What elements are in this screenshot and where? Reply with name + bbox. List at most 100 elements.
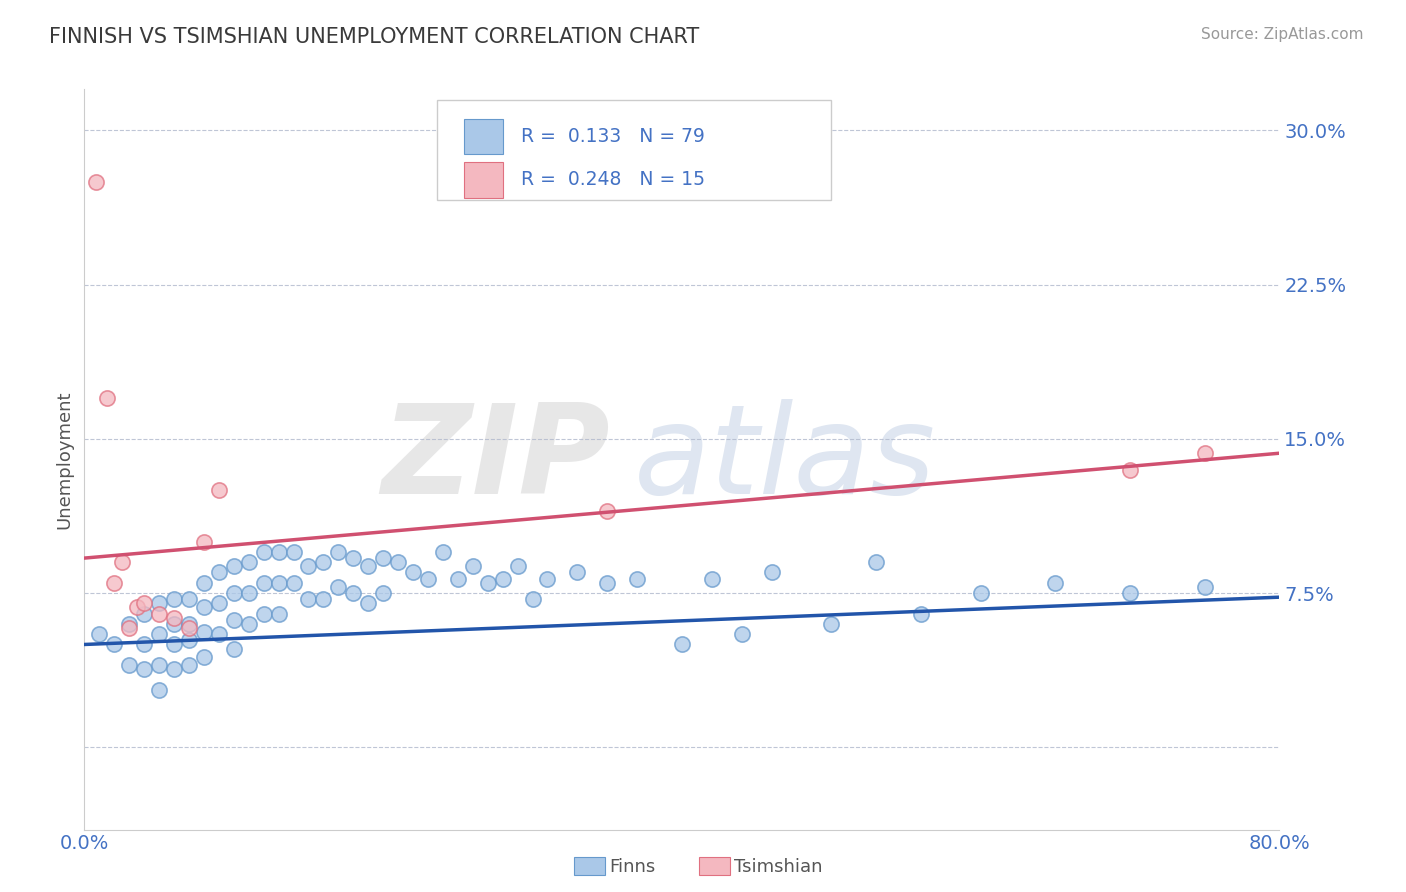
Point — [208, 566, 231, 580]
Point — [177, 621, 200, 635]
Point — [177, 592, 200, 607]
Point — [103, 575, 125, 590]
Text: R =  0.248   N = 15: R = 0.248 N = 15 — [520, 170, 704, 189]
Text: Finns: Finns — [609, 858, 655, 876]
Point — [970, 586, 993, 600]
Point — [1194, 446, 1216, 460]
Point — [402, 566, 425, 580]
Point — [1045, 575, 1067, 590]
Point — [148, 596, 170, 610]
Point — [297, 592, 319, 607]
Point — [373, 586, 395, 600]
Point — [96, 391, 118, 405]
Point — [700, 572, 723, 586]
Point — [1119, 463, 1142, 477]
Point — [253, 575, 276, 590]
Point — [208, 483, 231, 498]
Point — [596, 504, 619, 518]
Point — [522, 592, 544, 607]
Point — [163, 637, 186, 651]
Text: atlas: atlas — [634, 399, 936, 520]
Point — [342, 586, 364, 600]
Text: R =  0.133   N = 79: R = 0.133 N = 79 — [520, 127, 704, 146]
Point — [222, 586, 245, 600]
Point — [148, 658, 170, 673]
Point — [1194, 580, 1216, 594]
Point — [387, 555, 409, 569]
Point — [283, 575, 305, 590]
Text: Source: ZipAtlas.com: Source: ZipAtlas.com — [1201, 27, 1364, 42]
Point — [193, 600, 215, 615]
Point — [132, 607, 156, 621]
Point — [267, 607, 290, 621]
Point — [267, 545, 290, 559]
Point — [567, 566, 589, 580]
Point — [125, 600, 148, 615]
Point — [177, 658, 200, 673]
Point — [312, 592, 335, 607]
Y-axis label: Unemployment: Unemployment — [55, 390, 73, 529]
Point — [132, 637, 156, 651]
Point — [761, 566, 783, 580]
Point — [297, 559, 319, 574]
Point — [86, 175, 108, 189]
Point — [163, 616, 186, 631]
Point — [357, 596, 380, 610]
Point — [103, 637, 125, 651]
Point — [177, 616, 200, 631]
Point — [626, 572, 648, 586]
Point — [373, 551, 395, 566]
Point — [163, 662, 186, 676]
Text: ZIP: ZIP — [381, 399, 610, 520]
Point — [222, 559, 245, 574]
FancyBboxPatch shape — [437, 100, 831, 201]
Point — [596, 575, 619, 590]
Point — [118, 616, 141, 631]
Point — [193, 649, 215, 664]
Point — [283, 545, 305, 559]
Point — [148, 607, 170, 621]
Point — [222, 613, 245, 627]
Point — [163, 592, 186, 607]
Point — [492, 572, 515, 586]
Point — [208, 627, 231, 641]
Point — [163, 611, 186, 625]
Point — [731, 627, 754, 641]
Point — [910, 607, 932, 621]
Point — [193, 575, 215, 590]
Point — [865, 555, 887, 569]
Point — [193, 625, 215, 640]
Point — [253, 545, 276, 559]
Point — [536, 572, 558, 586]
FancyBboxPatch shape — [464, 119, 503, 154]
Point — [671, 637, 693, 651]
Point — [177, 633, 200, 648]
Point — [357, 559, 380, 574]
FancyBboxPatch shape — [464, 162, 503, 198]
Point — [118, 658, 141, 673]
Point — [820, 616, 842, 631]
Point — [193, 534, 215, 549]
Point — [208, 596, 231, 610]
Point — [148, 627, 170, 641]
Point — [461, 559, 484, 574]
Point — [89, 627, 111, 641]
Point — [111, 555, 134, 569]
Point — [118, 621, 141, 635]
Point — [253, 607, 276, 621]
Point — [447, 572, 470, 586]
Point — [238, 555, 260, 569]
Point — [267, 575, 290, 590]
Point — [477, 575, 499, 590]
Point — [1119, 586, 1142, 600]
Point — [238, 616, 260, 631]
Point — [222, 641, 245, 656]
Point — [312, 555, 335, 569]
Point — [238, 586, 260, 600]
Point — [342, 551, 364, 566]
Point — [148, 682, 170, 697]
Point — [506, 559, 529, 574]
Point — [132, 596, 156, 610]
Point — [432, 545, 454, 559]
Point — [328, 545, 350, 559]
